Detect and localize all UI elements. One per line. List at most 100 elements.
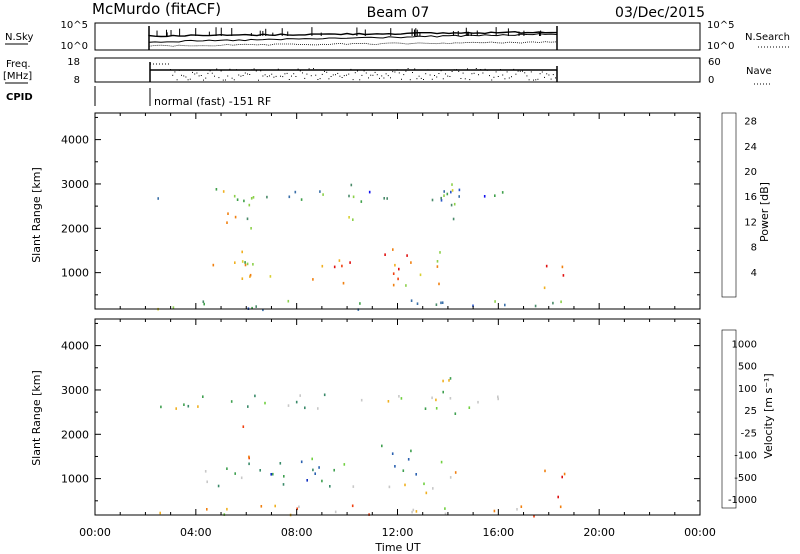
echo-cell: [296, 507, 298, 511]
nave-dot: [295, 76, 297, 77]
nave-dot: [475, 68, 477, 69]
echo-cell: [172, 306, 175, 309]
nave-dot: [183, 75, 185, 77]
colorbar-frame: [721, 112, 737, 298]
nave-dot: [513, 68, 515, 70]
nave-dot: [227, 75, 229, 77]
echo-cell: [333, 265, 336, 269]
nave-dot: [396, 69, 398, 71]
echo-cell: [404, 483, 406, 487]
echo-cell: [352, 485, 355, 488]
x-tick-labels: 00:00 04:00 08:00 12:00 16:00 20:00 00:00: [79, 526, 716, 539]
nave-dot: [269, 75, 270, 77]
nave-dot: [273, 76, 275, 78]
nave-dot: [368, 77, 369, 79]
echo-cell: [312, 278, 314, 281]
x-axis-label: Time UT: [374, 541, 420, 554]
echo-cell: [394, 263, 396, 267]
echo-cell: [444, 507, 446, 510]
nave-dot: [447, 75, 449, 77]
echo-cell: [398, 267, 400, 271]
echo-cell: [329, 485, 331, 488]
nsky-traces: [148, 26, 558, 50]
echo-cell: [202, 395, 204, 398]
colorbar-tick-label: -25: [741, 428, 757, 439]
nave-dot: [231, 77, 233, 79]
echo-cell: [563, 472, 566, 476]
echo-cell: [384, 253, 386, 256]
date-title: 03/Dec/2015: [615, 5, 705, 21]
colorbar-tick-label: 28: [744, 117, 757, 128]
velocity-panel: 1000 2000 3000 4000 Slant Range [km]: [30, 318, 701, 518]
echo-cell: [360, 398, 363, 402]
x-tick-label: 12:00: [382, 526, 414, 539]
echo-cell: [260, 505, 263, 508]
colorbar-frame: [721, 329, 737, 509]
echo-cell: [240, 476, 243, 480]
nave-dot: [302, 72, 303, 74]
nave-dot: [335, 74, 336, 76]
echo-cell: [561, 265, 564, 269]
echo-cell: [440, 196, 442, 200]
nave-dot: [414, 68, 416, 70]
echo-cell: [314, 472, 316, 475]
nave-dot: [506, 71, 508, 73]
echo-cell: [453, 202, 456, 206]
echo-cell: [300, 198, 303, 201]
nave-dot: [350, 68, 352, 70]
echo-cell: [534, 304, 537, 308]
echo-cell: [217, 484, 220, 488]
nave-dot: [244, 72, 246, 74]
echo-cell: [244, 261, 246, 264]
nave-dot: [299, 70, 301, 72]
echo-cell: [206, 480, 208, 484]
nave-dot: [522, 70, 523, 72]
nave-dot: [326, 71, 328, 73]
nave-dot: [398, 72, 400, 74]
echo-cell: [348, 194, 350, 198]
nave-dot: [348, 73, 350, 75]
nave-dot: [431, 78, 433, 80]
echo-cell: [450, 203, 453, 207]
nave-dot: [363, 70, 365, 72]
nave-dot: [251, 69, 253, 71]
nave-dot: [500, 69, 501, 70]
nave-dot: [174, 71, 176, 73]
nave-dot: [530, 71, 532, 73]
echo-cell: [317, 407, 319, 410]
echo-cell: [306, 479, 308, 482]
echo-cell: [360, 200, 363, 203]
nsky-panel: [94, 22, 701, 51]
echo-cell: [248, 462, 250, 466]
nave-dot: [242, 75, 244, 76]
velocity-colorbar-label: Velocity [m s⁻¹]: [762, 373, 775, 458]
nave-dot: [306, 73, 308, 75]
echo-cell: [242, 425, 245, 428]
echo-cell: [439, 251, 441, 254]
nave-dot: [451, 71, 453, 72]
echo-cell: [444, 512, 447, 516]
echo-cell: [204, 470, 207, 473]
x-tick-label: 16:00: [482, 526, 514, 539]
nave-dot: [387, 75, 389, 77]
nave-label: Nave: [746, 66, 772, 77]
echo-cell: [241, 277, 244, 280]
nave-dot: [519, 70, 521, 72]
echo-cell: [234, 215, 237, 219]
echo-cell: [226, 221, 228, 224]
nave-dot: [394, 71, 396, 73]
nave-dot: [304, 77, 306, 79]
echo-cell: [252, 263, 254, 266]
nave-dot: [526, 75, 528, 77]
nave-dot: [544, 76, 545, 78]
velocity-panel-frame: [94, 318, 701, 516]
nave-dot: [249, 74, 251, 75]
echo-cell: [206, 508, 208, 511]
echo-cell: [212, 263, 215, 267]
echo-cell: [394, 465, 396, 468]
echo-cell: [431, 396, 433, 400]
echo-cell: [410, 449, 412, 453]
nave-dot: [313, 68, 314, 70]
nave-dot: [238, 74, 240, 76]
echo-cell: [222, 190, 225, 193]
